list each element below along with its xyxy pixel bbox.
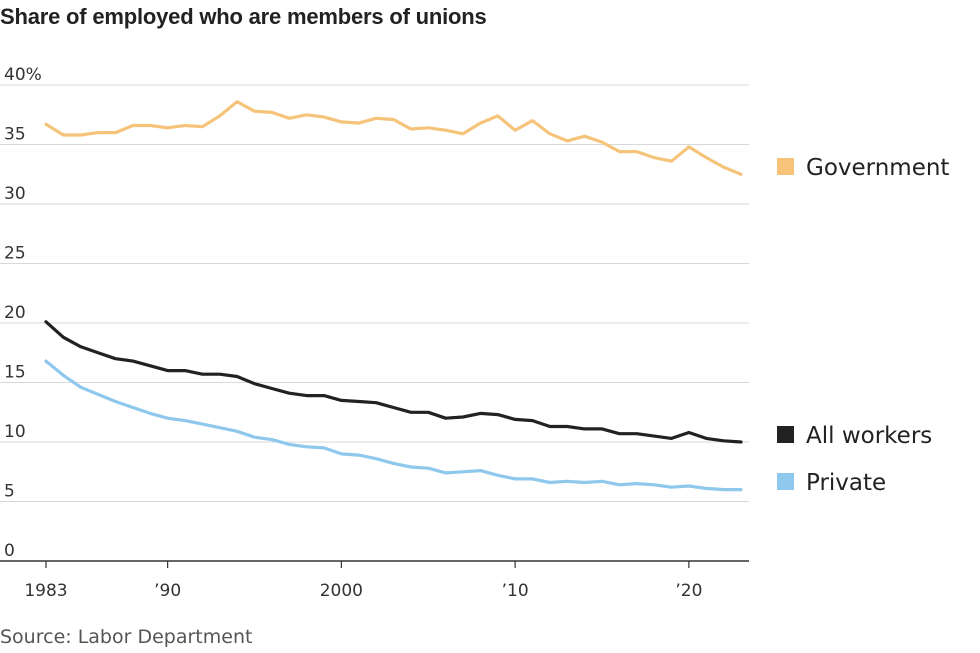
- x-tick-label: 2000: [320, 581, 363, 601]
- y-tick-label: 35: [4, 125, 26, 145]
- y-tick-label: 20: [4, 303, 26, 323]
- y-tick-label: 15: [4, 363, 26, 383]
- y-tick-label: 40%: [4, 65, 42, 85]
- y-tick-label: 25: [4, 244, 26, 264]
- x-tick-label: ’20: [675, 581, 702, 601]
- x-axis: 1983 ’90 2000 ’10 ’20: [0, 560, 749, 601]
- y-tick-label: 30: [4, 184, 26, 204]
- x-tick-label: ’90: [154, 581, 181, 601]
- source-note: Source: Labor Department: [0, 626, 253, 648]
- legend-swatch-government: [777, 158, 794, 175]
- y-tick-label: 0: [4, 541, 15, 561]
- x-tick-label: 1983: [24, 581, 67, 601]
- legend-label-all-workers: All workers: [806, 423, 932, 449]
- y-tick-label: 10: [4, 422, 26, 442]
- gridlines: [0, 84, 749, 502]
- y-tick-label: 5: [4, 482, 15, 502]
- legend-swatch-all-workers: [777, 426, 794, 443]
- series-line-government: [44, 100, 743, 176]
- legend-label-government: Government: [806, 155, 949, 181]
- legend-label-private: Private: [806, 470, 886, 496]
- x-tick-label: ’10: [502, 581, 529, 601]
- legend: Government All workers Private: [777, 155, 949, 496]
- chart-title: Share of employed who are members of uni…: [0, 4, 487, 29]
- series-line-all-workers: [44, 320, 743, 444]
- y-axis-ticks: 0 5 10 15 20 25 30 35 40%: [4, 65, 42, 561]
- series-line-private: [44, 359, 743, 492]
- legend-swatch-private: [777, 473, 794, 490]
- series-lines: [44, 100, 743, 492]
